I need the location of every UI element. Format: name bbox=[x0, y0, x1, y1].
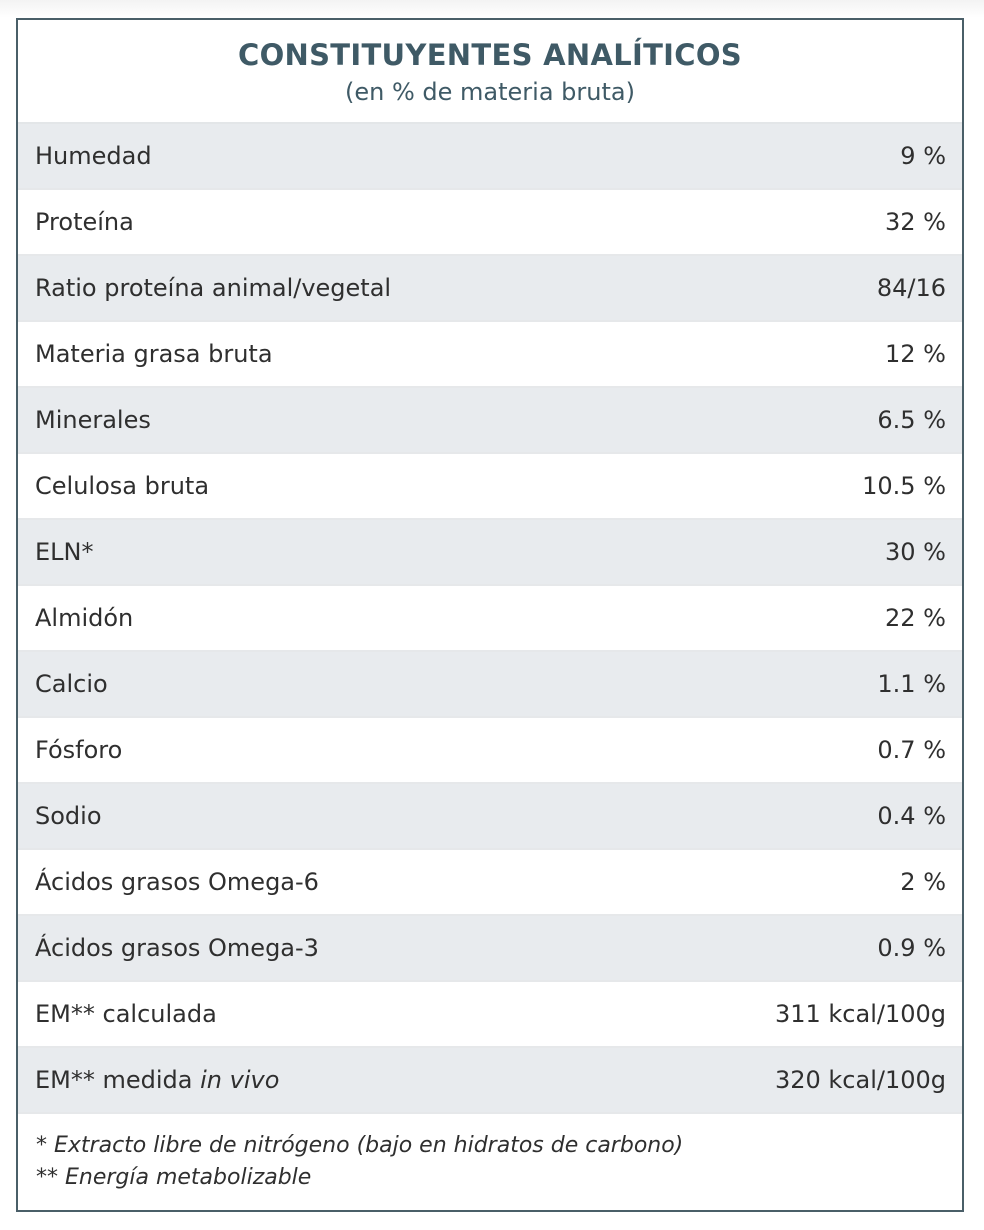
constituents-list: Humedad 9 % Proteína 32 % Ratio proteína… bbox=[18, 124, 962, 1114]
row-label: EM** medida in vivo bbox=[35, 1066, 279, 1094]
row-value: 22 % bbox=[885, 604, 946, 632]
analytical-constituents-table: CONSTITUYENTES ANALÍTICOS (en % de mater… bbox=[16, 18, 964, 1212]
table-header: CONSTITUYENTES ANALÍTICOS (en % de mater… bbox=[18, 20, 962, 124]
top-shadow bbox=[0, 0, 984, 18]
row-value: 10.5 % bbox=[862, 472, 946, 500]
row-label: Proteína bbox=[35, 208, 134, 236]
row-value: 9 % bbox=[900, 142, 946, 170]
row-label: Materia grasa bruta bbox=[35, 340, 273, 368]
table-row: EM** medida in vivo 320 kcal/100g bbox=[18, 1048, 962, 1114]
footnote-eln: * Extracto libre de nitrógeno (bajo en h… bbox=[36, 1133, 684, 1158]
table-row: Almidón 22 % bbox=[18, 586, 962, 652]
row-label: Celulosa bruta bbox=[35, 472, 210, 500]
footnotes: * Extracto libre de nitrógeno (bajo en h… bbox=[18, 1114, 962, 1194]
row-label: ELN* bbox=[35, 538, 94, 566]
table-row: Minerales 6.5 % bbox=[18, 388, 962, 454]
row-value: 12 % bbox=[885, 340, 946, 368]
row-value: 0.4 % bbox=[877, 802, 946, 830]
row-value: 30 % bbox=[885, 538, 946, 566]
table-row: EM** calculada 311 kcal/100g bbox=[18, 982, 962, 1048]
row-value: 320 kcal/100g bbox=[774, 1066, 946, 1094]
table-row: Materia grasa bruta 12 % bbox=[18, 322, 962, 388]
row-value: 311 kcal/100g bbox=[774, 1000, 946, 1028]
row-label: Ácidos grasos Omega-3 bbox=[35, 934, 319, 962]
row-value: 0.7 % bbox=[877, 736, 946, 764]
row-value: 2 % bbox=[900, 868, 946, 896]
row-label-italic: in vivo bbox=[200, 1066, 280, 1094]
table-row: ELN* 30 % bbox=[18, 520, 962, 586]
table-row: Calcio 1.1 % bbox=[18, 652, 962, 718]
table-row: Ratio proteína animal/vegetal 84/16 bbox=[18, 256, 962, 322]
table-row: Humedad 9 % bbox=[18, 124, 962, 190]
table-title: CONSTITUYENTES ANALÍTICOS bbox=[238, 38, 742, 72]
row-value: 32 % bbox=[885, 208, 946, 236]
row-label: Ratio proteína animal/vegetal bbox=[35, 274, 392, 302]
table-row: Sodio 0.4 % bbox=[18, 784, 962, 850]
row-label: Minerales bbox=[35, 406, 151, 434]
table-row: Ácidos grasos Omega-3 0.9 % bbox=[18, 916, 962, 982]
row-label: Humedad bbox=[35, 142, 152, 170]
row-label-text: EM** medida bbox=[35, 1066, 193, 1094]
row-label: EM** calculada bbox=[35, 1000, 217, 1028]
row-value: 84/16 bbox=[876, 274, 946, 302]
footnote-em: ** Energía metabolizable bbox=[36, 1165, 312, 1190]
table-row: Celulosa bruta 10.5 % bbox=[18, 454, 962, 520]
table-row: Ácidos grasos Omega-6 2 % bbox=[18, 850, 962, 916]
row-value: 0.9 % bbox=[877, 934, 946, 962]
row-value: 6.5 % bbox=[877, 406, 946, 434]
table-subtitle: (en % de materia bruta) bbox=[345, 78, 635, 106]
row-label: Sodio bbox=[35, 802, 102, 830]
table-row: Fósforo 0.7 % bbox=[18, 718, 962, 784]
row-label: Fósforo bbox=[35, 736, 123, 764]
table-row: Proteína 32 % bbox=[18, 190, 962, 256]
row-label: Almidón bbox=[35, 604, 134, 632]
row-label: Ácidos grasos Omega-6 bbox=[35, 868, 319, 896]
row-value: 1.1 % bbox=[877, 670, 946, 698]
row-label: Calcio bbox=[35, 670, 108, 698]
